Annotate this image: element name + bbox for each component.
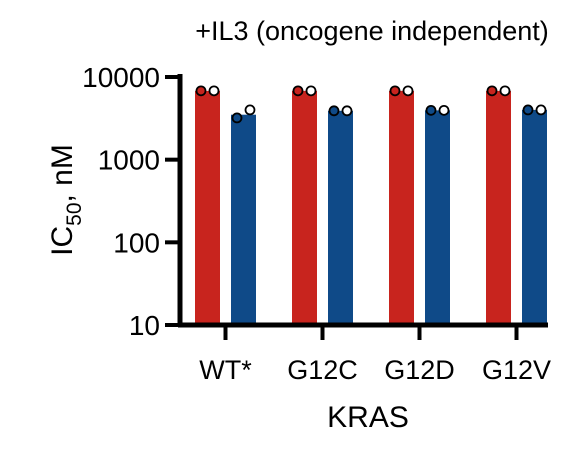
point-WT*-s0-0 [195, 85, 207, 97]
y-tick-label-100: 100 [113, 227, 160, 258]
bar-G12V-s0 [486, 90, 511, 325]
bar-WT*-s0 [195, 90, 220, 325]
y-axis-label-subscript: 50 [63, 203, 86, 226]
y-axis-label-suffix: , nM [46, 144, 79, 202]
x-axis-label: KRAS [327, 401, 409, 434]
point-WT*-s1-0 [231, 112, 243, 124]
bar-G12V-s1 [522, 109, 547, 325]
point-G12D-s1-0 [425, 104, 437, 116]
bar-WT*-s1 [231, 114, 256, 326]
y-axis-label-main: IC [46, 226, 79, 256]
y-tick-label-1000: 1000 [98, 145, 160, 176]
bar-G12D-s0 [389, 90, 414, 325]
bar-G12C-s1 [328, 110, 353, 325]
x-tick-label-G12C: G12C [287, 355, 358, 385]
y-ticks: 10 100 1000 10000 [82, 62, 181, 341]
y-axis-label: IC50, nM [46, 144, 86, 256]
bar-G12D-s1 [425, 110, 450, 325]
y-tick-label-10000: 10000 [82, 62, 160, 93]
x-tick-label-G12V: G12V [482, 355, 551, 385]
points-layer [195, 85, 547, 124]
point-G12D-s0-1 [402, 85, 414, 97]
x-tick-label-G12D: G12D [384, 355, 455, 385]
y-tick-label-10: 10 [129, 310, 160, 341]
point-G12C-s1-1 [341, 105, 353, 117]
point-G12C-s0-0 [292, 85, 304, 97]
chart-title: +IL3 (oncogene independent) [195, 16, 549, 46]
point-G12V-s0-0 [486, 85, 498, 97]
x-tick-label-WT*: WT* [199, 355, 252, 385]
bars-layer [195, 90, 547, 326]
point-WT*-s1-1 [244, 104, 256, 116]
point-G12V-s1-1 [535, 104, 547, 116]
bar-G12C-s0 [292, 90, 317, 325]
x-ticks: WT* G12C G12D G12V [199, 325, 551, 385]
point-G12D-s1-1 [438, 104, 450, 116]
point-G12C-s0-1 [305, 85, 317, 97]
point-G12C-s1-0 [328, 105, 340, 117]
point-G12V-s1-0 [522, 104, 534, 116]
point-G12V-s0-1 [499, 85, 511, 97]
point-WT*-s0-1 [208, 85, 220, 97]
point-G12D-s0-0 [389, 85, 401, 97]
